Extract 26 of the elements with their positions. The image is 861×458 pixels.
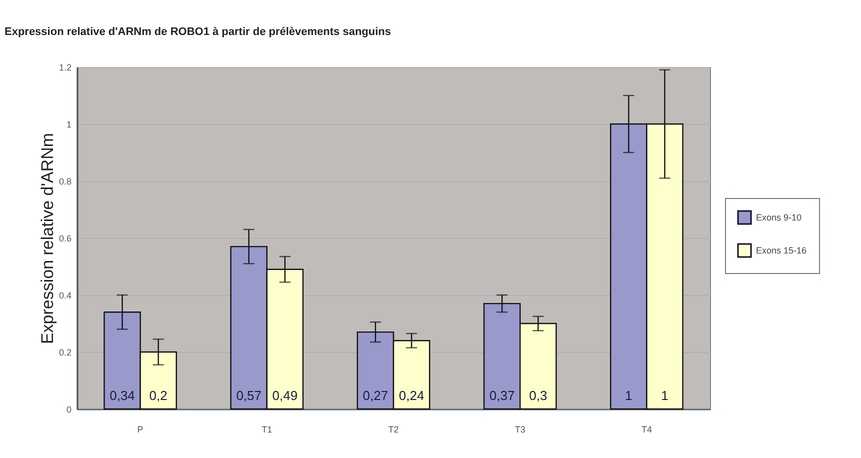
y-tick-label: 1 (66, 120, 72, 130)
x-tick-label: T1 (262, 424, 272, 434)
data-label: 1 (625, 388, 632, 403)
data-label: 1 (661, 388, 668, 403)
chart-title: Expression relative d'ARNm de ROBO1 à partir de prélèvements sanguins (4, 26, 392, 38)
x-tick-label: T3 (514, 424, 526, 434)
y-tick-label: 0.8 (58, 176, 72, 186)
x-tick-label: P (137, 424, 144, 434)
x-tick-label: T2 (388, 424, 399, 434)
data-label: 0,24 (398, 388, 424, 403)
legend-label: Exons 15-16 (756, 246, 807, 256)
y-tick-label: 1.2 (58, 62, 72, 72)
data-label: 0,34 (110, 388, 135, 403)
data-label: 0,2 (149, 388, 168, 403)
x-tick-label: T4 (641, 424, 652, 434)
data-label: 0,37 (489, 388, 515, 403)
y-tick-label: 0 (66, 404, 72, 414)
legend-label: Exons 9-10 (756, 212, 802, 222)
data-label: 0,57 (236, 388, 262, 403)
y-axis-title: Expression relative d'ARNm (38, 132, 57, 344)
data-label: 0,49 (272, 388, 298, 403)
y-tick-label: 0.4 (58, 290, 72, 300)
data-label: 0,27 (362, 388, 388, 403)
data-label: 0,3 (529, 388, 548, 403)
y-tick-label: 0.6 (58, 234, 72, 244)
y-tick-label: 0.2 (58, 348, 72, 358)
